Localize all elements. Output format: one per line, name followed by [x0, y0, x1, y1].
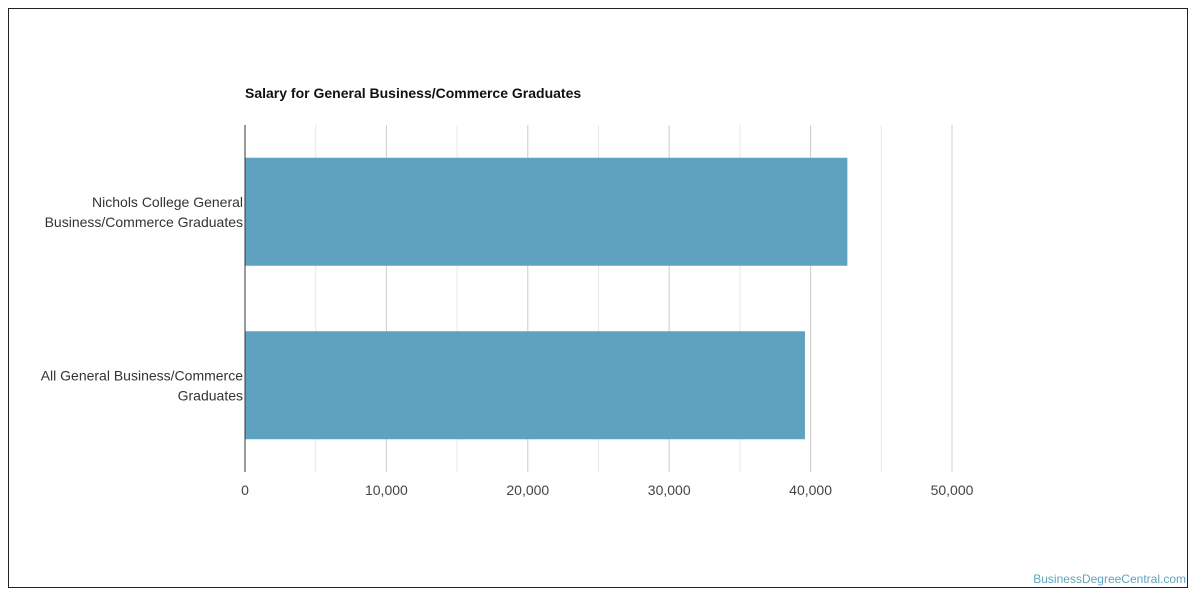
category-label-line: Business/Commerce Graduates: [45, 214, 243, 230]
bar-1[interactable]: [245, 331, 805, 440]
x-tick-label: 40,000: [789, 482, 832, 498]
x-tick-label: 20,000: [506, 482, 549, 498]
x-tick-label: 30,000: [648, 482, 691, 498]
x-tick-label: 10,000: [365, 482, 408, 498]
category-label-1: All General Business/Commerce Graduates: [41, 367, 244, 403]
bar-0[interactable]: [245, 157, 848, 266]
category-label-line: All General Business/Commerce: [41, 367, 244, 383]
x-tick-label: 0: [241, 482, 249, 498]
category-label-line: Nichols College General: [92, 194, 243, 210]
category-label-line: Graduates: [178, 387, 243, 403]
label-layer: Nichols College General Business/Commerce…: [41, 194, 974, 498]
x-tick-label: 50,000: [931, 482, 974, 498]
bar-layer: [245, 157, 848, 440]
source-watermark[interactable]: BusinessDegreeCentral.com: [1033, 572, 1186, 586]
chart-title: Salary for General Business/Commerce Gra…: [245, 85, 582, 101]
category-label-0: Nichols College General Business/Commerce…: [45, 194, 243, 230]
